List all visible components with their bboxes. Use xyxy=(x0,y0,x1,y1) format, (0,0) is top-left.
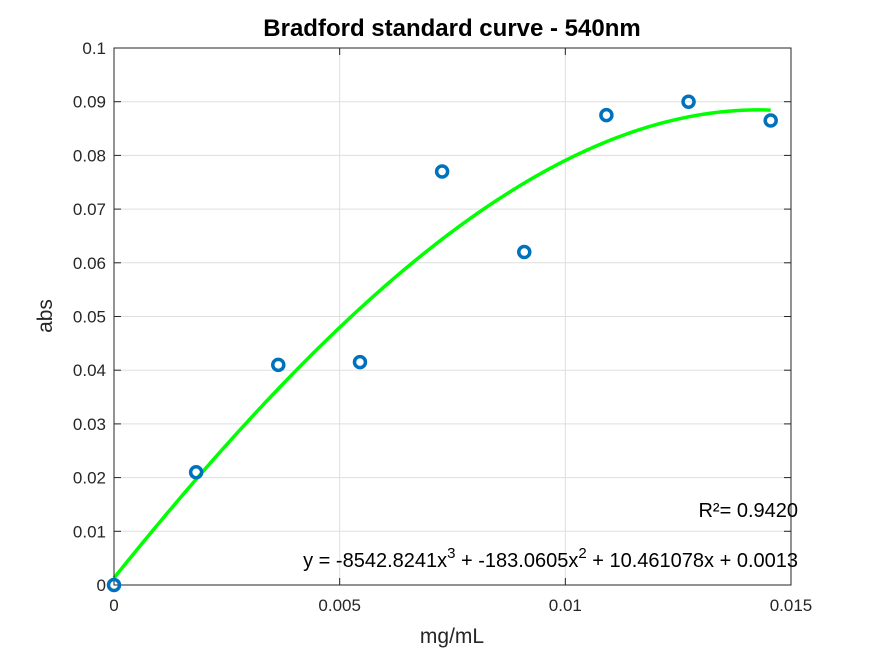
y-tick-label: 0.1 xyxy=(82,39,106,58)
data-point xyxy=(188,464,204,480)
y-tick-label: 0.01 xyxy=(73,522,106,541)
r-squared-annotation: R²= 0.9420 xyxy=(698,500,798,522)
y-axis-label: abs xyxy=(34,299,57,333)
data-point xyxy=(106,577,122,593)
fit-curve-layer xyxy=(112,108,771,580)
data-point xyxy=(599,107,614,123)
grid xyxy=(114,48,791,585)
y-tick-label: 0.07 xyxy=(73,200,106,219)
x-tick-label: 0.005 xyxy=(318,596,361,615)
fit-equation-annotation: y = -8542.8241x3 + -183.0605x2 + 10.4610… xyxy=(303,545,798,572)
x-tick-label: 0.015 xyxy=(770,596,813,615)
data-points xyxy=(106,94,778,593)
data-point xyxy=(271,357,286,373)
y-tick-label: 0.04 xyxy=(73,361,106,380)
equation-exponent-1: 3 xyxy=(447,545,455,562)
data-point xyxy=(517,244,532,260)
equation-part-2: + -183.0605x xyxy=(455,550,578,572)
x-axis-label: mg/mL xyxy=(420,625,484,648)
y-tick-label: 0 xyxy=(97,576,106,595)
data-point xyxy=(763,113,778,128)
chart-title: Bradford standard curve - 540nm xyxy=(263,15,640,42)
y-tick-label: 0.06 xyxy=(73,254,106,273)
data-point xyxy=(681,94,696,109)
y-tick-label: 0.09 xyxy=(73,93,106,112)
data-point xyxy=(434,164,450,179)
tick-labels: 0 0.005 0.01 0.015 0 0.01 0.02 0.03 0.04 0.05 0.06… xyxy=(73,39,812,615)
fit-line xyxy=(112,108,771,580)
y-tick-label: 0.03 xyxy=(73,415,106,434)
y-tick-label: 0.08 xyxy=(73,146,106,165)
data-point xyxy=(352,354,368,370)
x-tick-label: 0.01 xyxy=(549,596,582,615)
axes xyxy=(113,47,792,586)
x-tick-label: 0 xyxy=(109,596,118,615)
y-tick-label: 0.05 xyxy=(73,308,106,327)
equation-part-1: y = -8542.8241x xyxy=(303,550,447,572)
y-tick-label: 0.02 xyxy=(73,469,106,488)
equation-exponent-2: 2 xyxy=(578,545,586,562)
equation-part-3: + 10.461078x + 0.0013 xyxy=(587,550,798,572)
